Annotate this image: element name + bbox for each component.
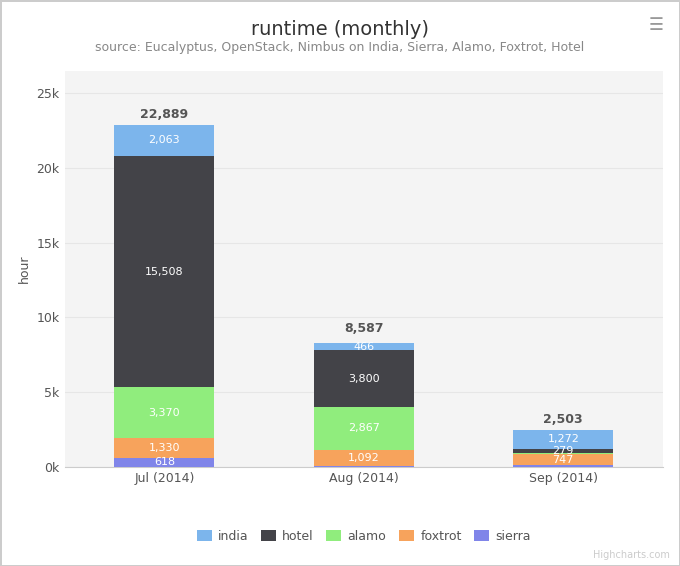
Bar	[513, 448, 613, 453]
Text: source: Eucalyptus, OpenStack, Nimbus on India, Sierra, Alamo, Foxtrot, Hotel: source: Eucalyptus, OpenStack, Nimbus on…	[95, 41, 585, 54]
Text: 1,272: 1,272	[547, 434, 579, 444]
Text: 8,587: 8,587	[344, 322, 384, 335]
Text: 15,508: 15,508	[145, 267, 184, 277]
Text: Highcharts.com: Highcharts.com	[593, 550, 670, 560]
Text: 2,503: 2,503	[543, 413, 583, 426]
Bar	[114, 388, 214, 438]
Text: 618: 618	[154, 457, 175, 468]
Y-axis label: hour: hour	[18, 255, 31, 283]
Text: runtime (monthly): runtime (monthly)	[251, 20, 429, 39]
Bar	[314, 350, 413, 407]
Bar	[314, 407, 413, 450]
Bar	[314, 343, 413, 350]
Text: 3,370: 3,370	[148, 408, 180, 418]
Bar	[114, 156, 214, 388]
Bar	[513, 453, 613, 454]
Text: 3,800: 3,800	[348, 374, 379, 384]
Text: 466: 466	[353, 342, 375, 351]
Text: 1,330: 1,330	[149, 443, 180, 453]
Bar	[114, 438, 214, 458]
Bar	[314, 466, 413, 467]
Bar	[314, 450, 413, 466]
Legend: india, hotel, alamo, foxtrot, sierra: india, hotel, alamo, foxtrot, sierra	[192, 525, 536, 548]
Bar	[114, 458, 214, 467]
Text: 279: 279	[553, 445, 574, 456]
Bar	[513, 465, 613, 467]
Bar	[114, 125, 214, 156]
Text: 22,889: 22,889	[140, 108, 188, 121]
Text: 2,867: 2,867	[348, 423, 379, 434]
Text: 2,063: 2,063	[148, 135, 180, 145]
Text: 1,092: 1,092	[348, 453, 379, 463]
Bar	[513, 430, 613, 448]
Text: 747: 747	[553, 455, 574, 465]
Text: ☰: ☰	[648, 16, 663, 34]
Bar	[513, 454, 613, 465]
